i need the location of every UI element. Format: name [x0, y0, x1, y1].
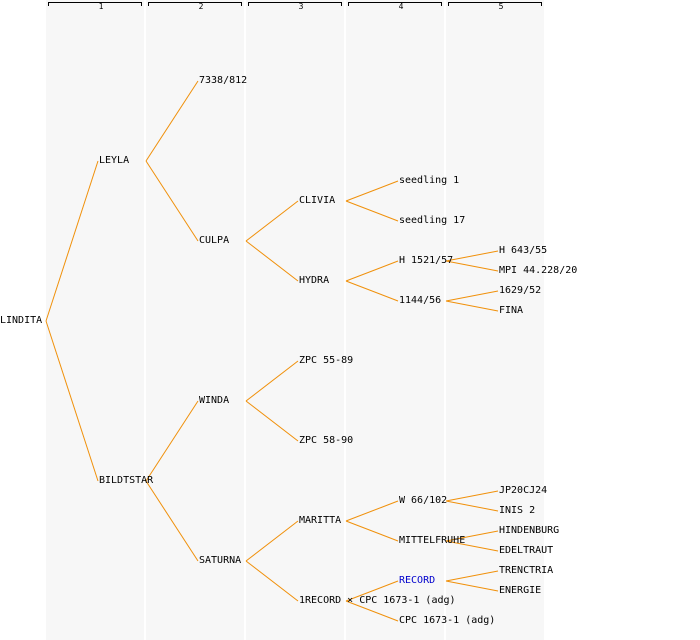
generation-bracket-5: [448, 2, 542, 6]
edge-w66-inis2: [445, 500, 499, 512]
node-saturna[interactable]: SATURNA: [199, 555, 242, 566]
edge-leyla-7338: [145, 80, 199, 162]
node-maritta[interactable]: MARITTA: [299, 515, 342, 526]
node-zpc-58-90[interactable]: ZPC 58-90: [299, 435, 354, 446]
edge-1144-1629: [445, 290, 499, 302]
edge-1record-cpc1673: [345, 600, 399, 622]
edge-w66-jp20cj24: [445, 490, 499, 502]
node-leyla[interactable]: LEYLA: [99, 155, 130, 166]
generation-bracket-2: [148, 2, 242, 6]
edge-saturna-maritta: [245, 520, 299, 562]
edge-record-trenctria: [445, 570, 499, 582]
node-inis-2[interactable]: INIS 2: [499, 505, 536, 516]
node-culpa[interactable]: CULPA: [199, 235, 230, 246]
edge-h1521-h643: [445, 250, 499, 262]
node-hydra[interactable]: HYDRA: [299, 275, 330, 286]
node-jp20cj24[interactable]: JP20CJ24: [499, 485, 548, 496]
edge-1144-fina: [445, 300, 499, 312]
node-bildtstar[interactable]: BILDTSTAR: [99, 475, 154, 486]
edge-hydra-1144: [345, 280, 399, 302]
node-record[interactable]: RECORD: [399, 575, 436, 586]
edge-leyla-culpa: [145, 160, 199, 242]
node-energie[interactable]: ENERGIE: [499, 585, 542, 596]
node-lindita[interactable]: LINDITA: [0, 315, 43, 326]
edge-record-energie: [445, 580, 499, 592]
edge-culpa-hydra: [245, 240, 299, 282]
node-1629-52[interactable]: 1629/52: [499, 285, 542, 296]
node-edeltraut[interactable]: EDELTRAUT: [499, 545, 554, 556]
node-1record-cross[interactable]: 1RECORD × CPC 1673-1 (adg): [299, 595, 456, 606]
generation-label-3: 3: [298, 2, 304, 11]
node-trenctria[interactable]: TRENCTRIA: [499, 565, 554, 576]
edge-mittelfruhe-edeltraut: [445, 540, 499, 552]
edge-saturna-1record: [245, 560, 299, 602]
edge-bildtstar-saturna: [145, 480, 199, 562]
edge-culpa-clivia: [245, 200, 299, 242]
edge-clivia-seedling17: [345, 200, 399, 222]
generation-label-4: 4: [398, 2, 404, 11]
generation-column-2: [146, 0, 244, 640]
edge-lindita-leyla: [45, 160, 99, 322]
edge-lindita-bildtstar: [45, 320, 99, 482]
node-1144-56[interactable]: 1144/56: [399, 295, 442, 306]
node-cpc-1673-1[interactable]: CPC 1673-1 (adg): [399, 615, 496, 626]
node-zpc-55-89[interactable]: ZPC 55-89: [299, 355, 354, 366]
node-fina[interactable]: FINA: [499, 305, 524, 316]
node-seedling-17[interactable]: seedling 17: [399, 215, 466, 226]
edge-winda-zpc5890: [245, 400, 299, 442]
node-w-66-102[interactable]: W 66/102: [399, 495, 448, 506]
edge-maritta-w66: [345, 500, 399, 522]
generation-bracket-3: [248, 2, 342, 6]
edge-1record-record: [345, 580, 399, 602]
generation-label-5: 5: [498, 2, 504, 11]
node-mpi-44-228-20[interactable]: MPI 44.228/20: [499, 265, 578, 276]
node-h-643-55[interactable]: H 643/55: [499, 245, 548, 256]
node-winda[interactable]: WINDA: [199, 395, 230, 406]
generation-bracket-4: [348, 2, 442, 6]
generation-column-3: [246, 0, 344, 640]
edge-winda-zpc5589: [245, 360, 299, 402]
node-7338-812[interactable]: 7338/812: [199, 75, 248, 86]
edge-maritta-mittelfruhe: [345, 520, 399, 542]
node-seedling-1[interactable]: seedling 1: [399, 175, 460, 186]
node-hindenburg[interactable]: HINDENBURG: [499, 525, 560, 536]
generation-label-1: 1: [98, 2, 104, 11]
generation-label-2: 2: [198, 2, 204, 11]
node-h-1521-57[interactable]: H 1521/57: [399, 255, 454, 266]
generation-bracket-1: [48, 2, 142, 6]
node-mittelfruhe[interactable]: MITTELFRUHE: [399, 535, 466, 546]
edge-clivia-seedling1: [345, 180, 399, 202]
generation-column-5: [446, 0, 544, 640]
node-clivia[interactable]: CLIVIA: [299, 195, 336, 206]
generation-column-4: [346, 0, 444, 640]
edge-bildtstar-winda: [145, 400, 199, 482]
edge-mittelfruhe-hindenburg: [445, 530, 499, 542]
edge-h1521-mpi: [445, 260, 499, 272]
edge-hydra-h1521: [345, 260, 399, 282]
generation-column-1: [46, 0, 144, 640]
